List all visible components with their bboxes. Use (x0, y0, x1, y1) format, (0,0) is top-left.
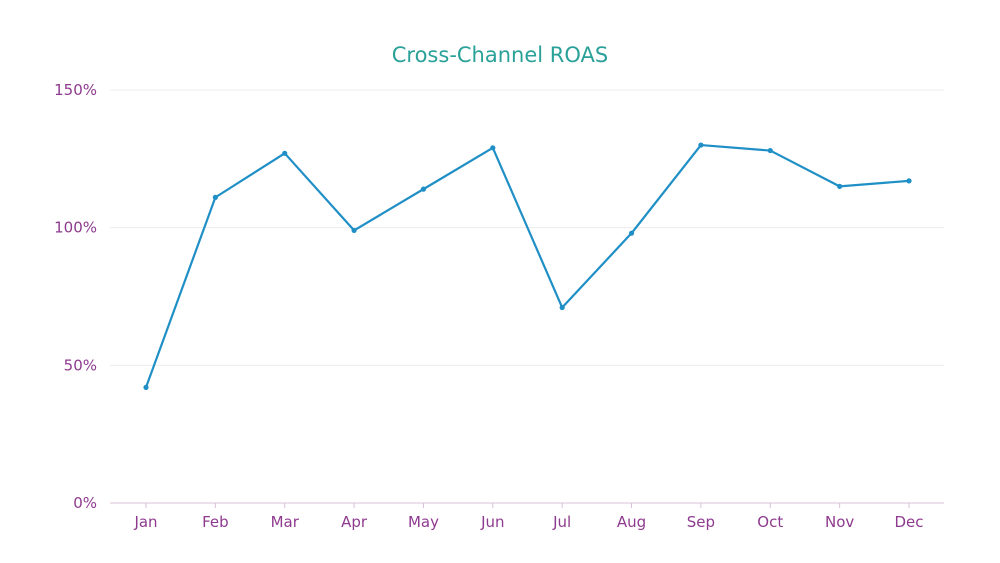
y-axis: 0% 50% 100% 150% (54, 81, 97, 512)
x-tick-label: Oct (757, 513, 783, 531)
x-tick-label: Nov (825, 513, 854, 531)
x-tick-label: Apr (341, 513, 368, 531)
series-layer (143, 142, 912, 390)
data-point[interactable] (698, 142, 704, 148)
y-tick-label: 50% (64, 356, 97, 374)
data-point[interactable] (351, 227, 357, 234)
data-point[interactable] (420, 186, 427, 192)
chart-title: Cross-Channel ROAS (392, 43, 608, 67)
data-point[interactable] (837, 183, 843, 189)
x-tick-label: Jun (480, 513, 504, 531)
x-tick-label: May (408, 513, 439, 531)
x-tick-label: Sep (687, 513, 715, 531)
series-line (144, 143, 911, 389)
x-axis: Jan Feb Mar Apr May Jun Jul Aug Sep Oct Nov Dec (110, 502, 944, 531)
x-tick-label: Mar (271, 513, 300, 531)
data-point[interactable] (767, 147, 773, 154)
x-tick-label: Feb (202, 513, 229, 531)
data-point[interactable] (906, 178, 912, 184)
data-point[interactable] (282, 150, 288, 156)
x-tick-label: Aug (617, 513, 646, 531)
y-tick-label: 0% (73, 494, 97, 512)
x-tick-label: Jul (552, 513, 571, 531)
x-tick-label: Jan (133, 513, 157, 531)
data-point[interactable] (212, 194, 218, 200)
y-tick-label: 100% (54, 219, 97, 237)
data-point[interactable] (559, 304, 565, 311)
data-point[interactable] (628, 230, 635, 236)
y-tick-label: 150% (54, 81, 97, 99)
data-point[interactable] (490, 145, 496, 151)
data-point[interactable] (143, 384, 149, 390)
x-tick-label: Dec (894, 513, 923, 531)
